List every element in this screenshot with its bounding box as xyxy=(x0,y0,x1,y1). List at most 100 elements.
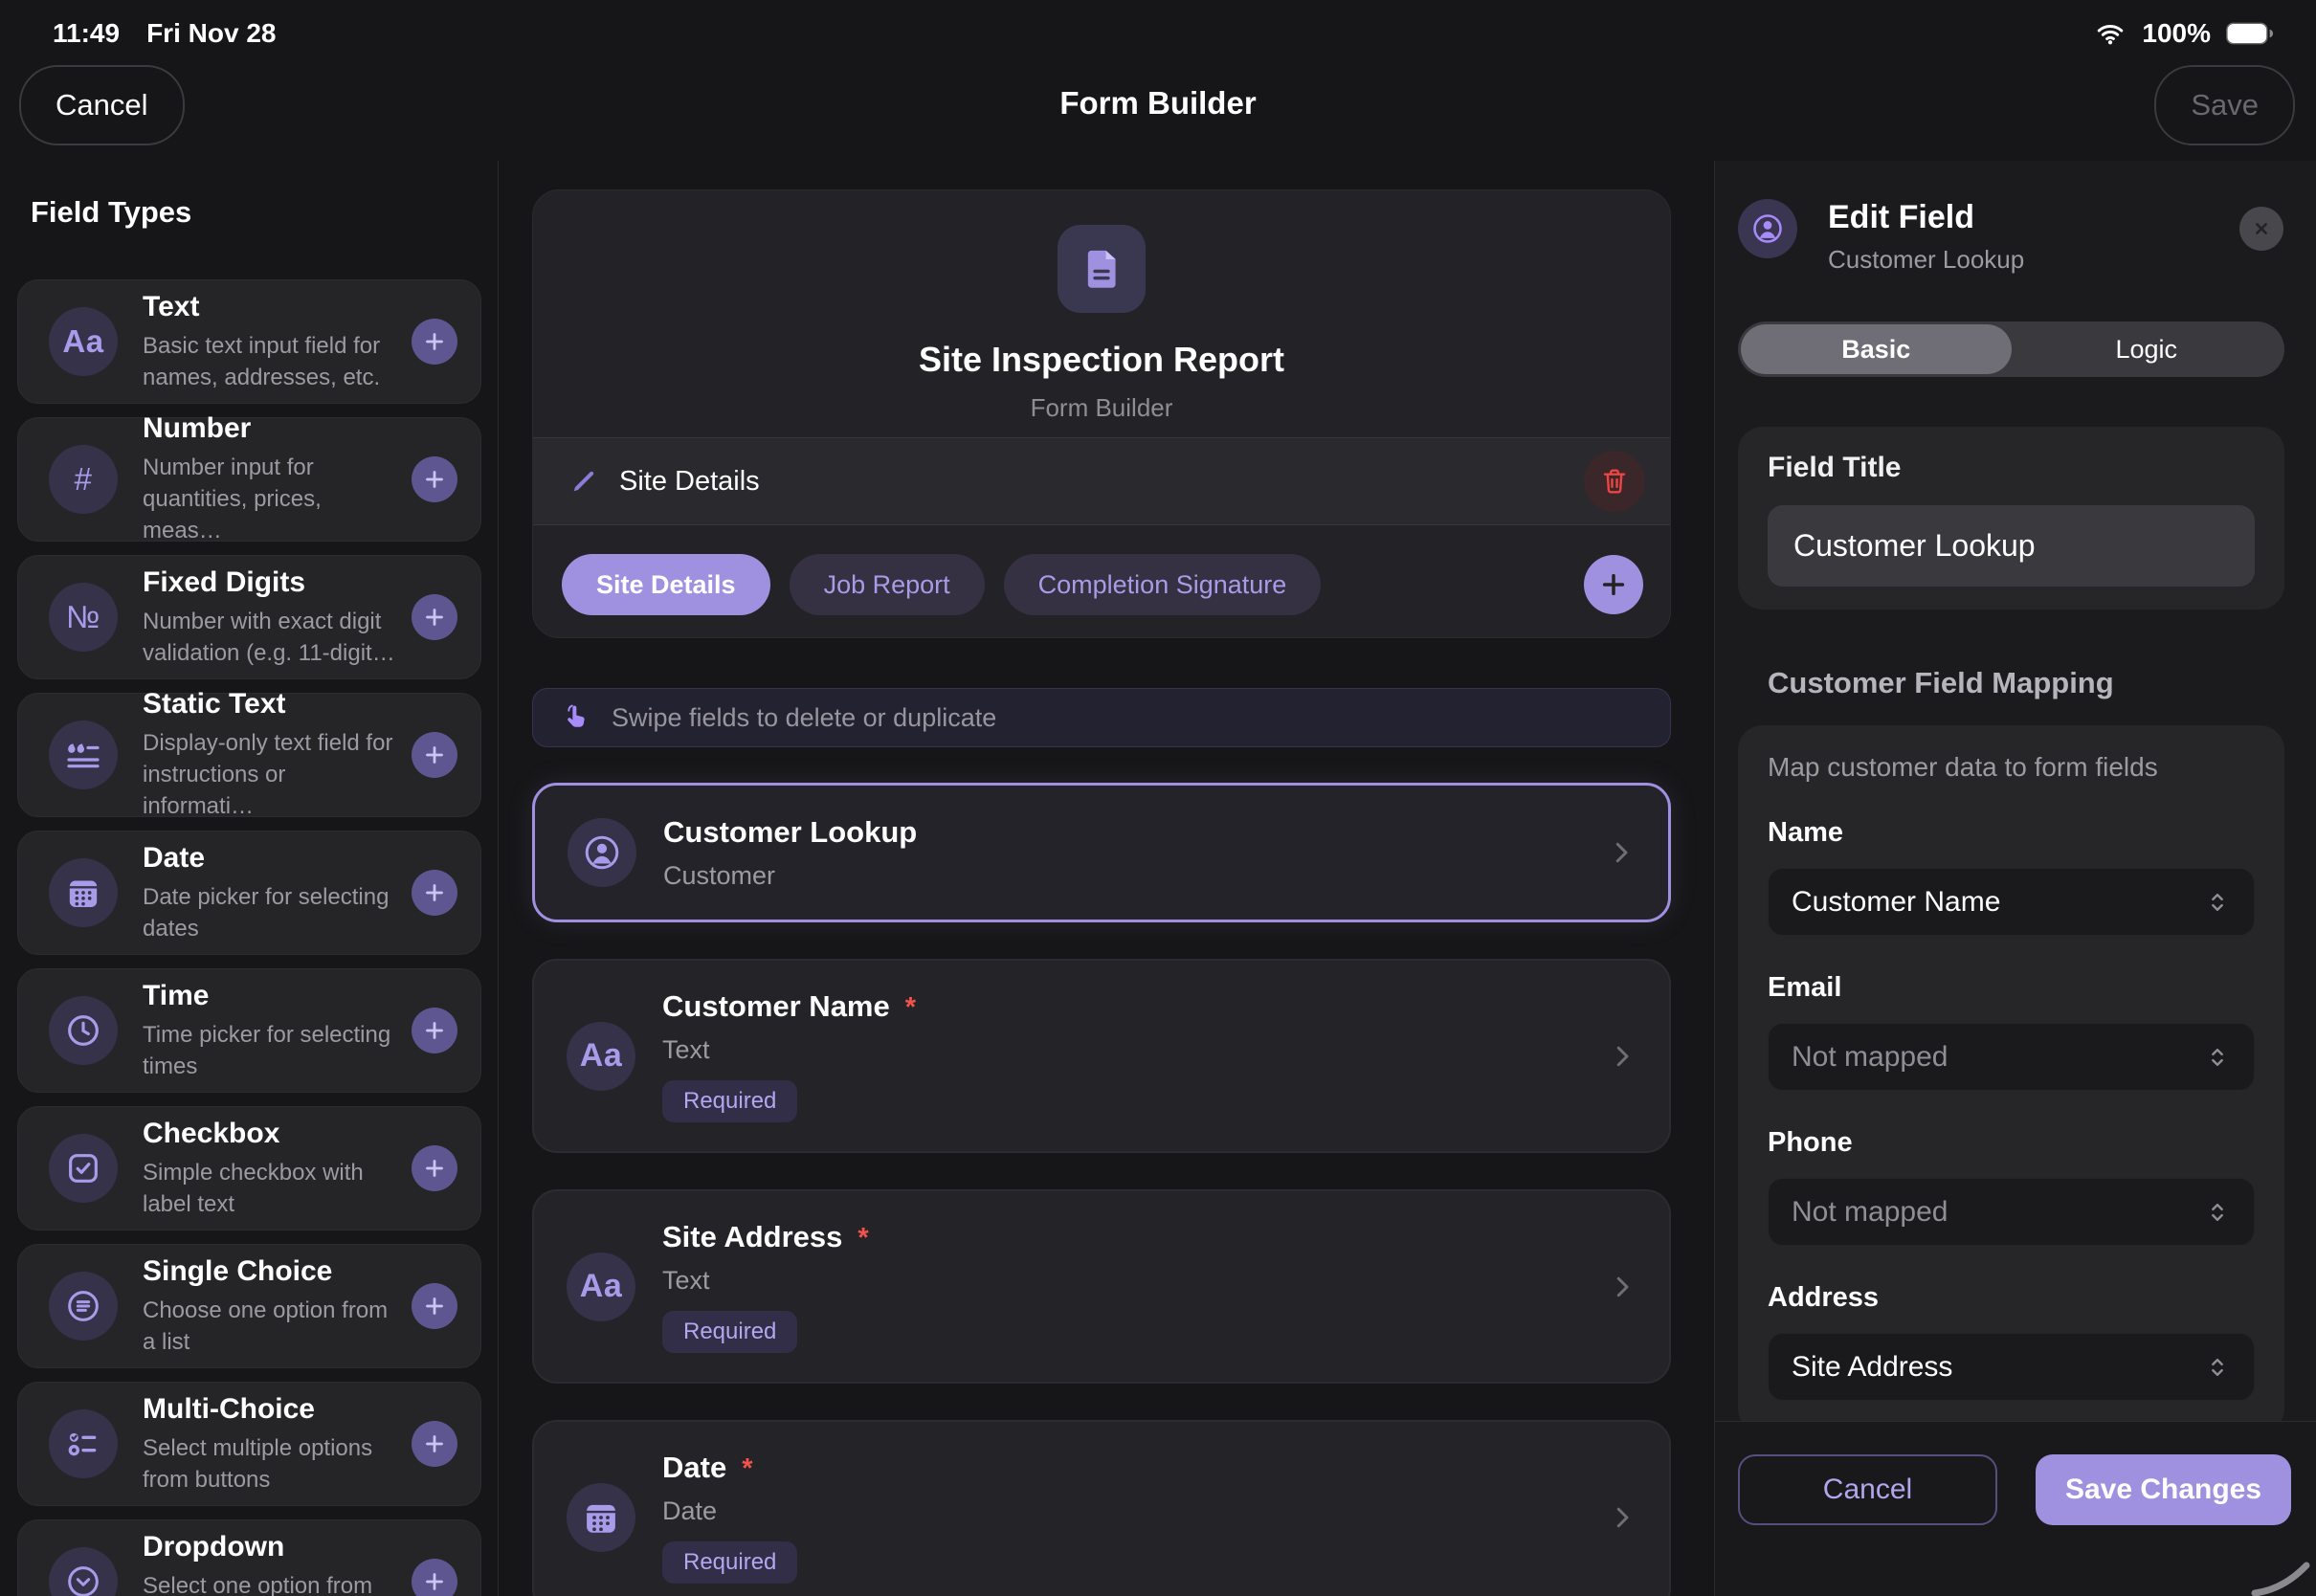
field-title: Customer Name xyxy=(662,989,890,1023)
field-type-item[interactable]: Time Time picker for selecting times xyxy=(17,968,481,1093)
date-icon xyxy=(49,858,118,927)
battery-icon xyxy=(2226,21,2274,46)
field-type-desc: Select one option from a… xyxy=(143,1572,373,1596)
segment-option[interactable]: Logic xyxy=(2115,334,2178,364)
mapping-select[interactable]: Not mapped xyxy=(1768,1023,2255,1091)
add-field-button[interactable] xyxy=(412,1008,457,1053)
field-title: Site Address xyxy=(662,1220,843,1253)
add-field-button[interactable] xyxy=(412,1283,457,1329)
field-type-title: Fixed Digits xyxy=(143,565,306,598)
mapping-value: Customer Name xyxy=(1792,885,2001,918)
add-field-button[interactable] xyxy=(412,456,457,502)
chevron-up-down-icon xyxy=(2204,1354,2231,1381)
trash-icon xyxy=(1599,466,1630,497)
multi-choice-icon xyxy=(49,1409,118,1478)
field-type-title: Number xyxy=(143,412,252,444)
field-type-item[interactable]: Single Choice Choose one option from a l… xyxy=(17,1244,481,1368)
field-type-title: Time xyxy=(143,979,210,1011)
swipe-hint-text: Swipe fields to delete or duplicate xyxy=(612,702,997,732)
checkbox-icon xyxy=(49,1134,118,1203)
save-button[interactable]: Save xyxy=(2154,65,2295,145)
field-type-title: Dropdown xyxy=(143,1530,285,1563)
add-field-button[interactable] xyxy=(412,732,457,778)
section-tab[interactable]: Job Report xyxy=(789,554,985,615)
chevron-up-down-icon xyxy=(2204,1199,2231,1226)
field-title: Customer Lookup xyxy=(663,814,918,849)
field-type-item[interactable]: # Number Number input for quantities, pr… xyxy=(17,412,481,543)
nav-bar: Form Builder Cancel Save xyxy=(0,59,2316,155)
form-header-card: Site Inspection Report Form Builder Site… xyxy=(532,189,1671,638)
corner-scribble xyxy=(2251,1562,2312,1596)
edit-field-panel: Edit Field Customer Lookup Basic Logic F… xyxy=(1714,161,2316,1596)
mapping-select[interactable]: Customer Name xyxy=(1768,868,2255,936)
plus-icon xyxy=(1599,570,1628,599)
mapping-label: Address xyxy=(1768,1282,1880,1313)
form-field-card[interactable]: Customer Lookup Customer xyxy=(532,783,1671,922)
required-badge: Required xyxy=(662,1541,798,1584)
close-icon xyxy=(2251,218,2272,239)
add-field-button[interactable] xyxy=(412,1421,457,1467)
field-title-card: Field Title Customer Lookup xyxy=(1738,427,2284,610)
plus-icon xyxy=(423,743,446,766)
text-icon: Aa xyxy=(567,1252,635,1321)
status-bar: 11:49 Fri Nov 28 100% xyxy=(0,0,2316,59)
single-choice-icon xyxy=(49,1272,118,1341)
field-type-item[interactable]: Checkbox Simple checkbox with label text xyxy=(17,1106,481,1230)
plus-icon xyxy=(423,1157,446,1180)
field-type-title: Checkbox xyxy=(143,1117,280,1149)
add-field-button[interactable] xyxy=(412,1559,457,1596)
segment-option[interactable]: Basic xyxy=(1741,324,2012,374)
delete-section-button[interactable] xyxy=(1584,451,1645,512)
field-type-desc: Number with exact digit validation (e.g.… xyxy=(143,608,395,666)
basic-logic-segmented-control: Basic Logic xyxy=(1738,321,2284,377)
add-field-button[interactable] xyxy=(412,319,457,365)
field-type-desc: Display-only text field for instructions… xyxy=(143,730,393,819)
mapping-value: Not mapped xyxy=(1792,1040,1949,1073)
field-type-item[interactable]: № Fixed Digits Number with exact digit v… xyxy=(17,555,481,679)
field-type-item[interactable]: Multi-Choice Select multiple options fro… xyxy=(17,1382,481,1506)
field-type-item[interactable]: Static Text Display-only text field for … xyxy=(17,688,481,819)
pencil-icon xyxy=(569,467,598,496)
plus-icon xyxy=(423,606,446,629)
mapping-heading: Customer Field Mapping xyxy=(1768,666,2114,699)
form-field-card[interactable]: Date * Date Required xyxy=(532,1420,1671,1596)
form-field-card[interactable]: Aa Customer Name * Text Required xyxy=(532,959,1671,1153)
page-title: Form Builder xyxy=(1059,85,1257,121)
field-type-item[interactable]: Aa Text Basic text input field for names… xyxy=(17,279,481,404)
field-type-desc: Choose one option from a list xyxy=(143,1297,389,1355)
add-section-button[interactable] xyxy=(1584,555,1643,614)
form-field-card[interactable]: Aa Site Address * Text Required xyxy=(532,1189,1671,1384)
field-type-item[interactable]: Dropdown Select one option from a… xyxy=(17,1519,481,1596)
mapping-select[interactable]: Not mapped xyxy=(1768,1178,2255,1246)
section-tab[interactable]: Completion Signature xyxy=(1003,554,1322,615)
section-name-row[interactable]: Site Details xyxy=(533,437,1670,525)
chevron-up-down-icon xyxy=(2204,1044,2231,1071)
mapping-hint: Map customer data to form fields xyxy=(1768,752,2158,782)
panel-cancel-button[interactable]: Cancel xyxy=(1738,1454,1997,1525)
person-icon xyxy=(568,818,636,887)
mapping-row: Address Site Address xyxy=(1768,1282,2255,1401)
field-type-label: Date xyxy=(662,1496,718,1525)
add-field-button[interactable] xyxy=(412,1145,457,1191)
add-field-button[interactable] xyxy=(412,870,457,916)
field-type-item[interactable]: Date Date picker for selecting dates xyxy=(17,831,481,955)
field-title: Date xyxy=(662,1451,727,1484)
required-asterisk: * xyxy=(742,1453,753,1484)
close-panel-button[interactable] xyxy=(2239,207,2283,251)
plus-icon xyxy=(423,468,446,491)
mapping-card: Map customer data to form fields Name Cu… xyxy=(1738,725,2284,1433)
save-changes-button[interactable]: Save Changes xyxy=(2036,1454,2291,1525)
cancel-button[interactable]: Cancel xyxy=(19,65,185,145)
required-badge: Required xyxy=(662,1311,798,1353)
add-field-button[interactable] xyxy=(412,594,457,640)
field-type-label: Text xyxy=(662,1266,710,1295)
form-subtitle: Form Builder xyxy=(1030,393,1173,422)
form-title: Site Inspection Report xyxy=(918,340,1285,379)
form-field-list: Customer Lookup Customer Aa Customer Nam… xyxy=(532,783,1671,1596)
field-type-desc: Date picker for selecting dates xyxy=(143,883,390,942)
required-badge: Required xyxy=(662,1080,798,1122)
mapping-select[interactable]: Site Address xyxy=(1768,1333,2255,1401)
chevron-right-icon xyxy=(1608,1273,1637,1301)
section-tab[interactable]: Site Details xyxy=(562,554,770,615)
field-title-input[interactable]: Customer Lookup xyxy=(1768,505,2255,587)
